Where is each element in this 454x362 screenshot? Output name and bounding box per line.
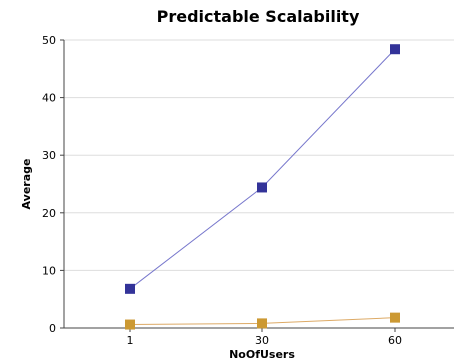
x-tick-label: 60: [388, 334, 402, 347]
y-tick-labels: 0 10 20 30 40 50: [42, 34, 56, 335]
data-point: [390, 44, 400, 55]
y-tick-label: 30: [42, 149, 56, 162]
y-axis-label: Average: [20, 159, 33, 210]
series-line-1: [129, 48, 396, 290]
x-tick-label: 1: [127, 334, 134, 347]
data-point: [125, 319, 135, 330]
x-axis-label: NoOfUsers: [229, 348, 295, 361]
y-tick-label: 40: [42, 92, 56, 105]
data-point: [390, 312, 400, 323]
series-group: [125, 44, 400, 330]
chart-title: Predictable Scalability: [157, 7, 360, 26]
data-point: [257, 182, 267, 193]
y-tick-label: 10: [42, 264, 56, 277]
data-point: [257, 318, 267, 329]
y-tick-label: 0: [49, 322, 56, 335]
y-tick-label: 50: [42, 34, 56, 47]
gridlines: [60, 39, 454, 329]
y-tick-label: 20: [42, 207, 56, 220]
x-tick-labels: 1 30 60: [127, 328, 402, 347]
x-tick-label: 30: [255, 334, 269, 347]
data-point: [125, 283, 135, 294]
